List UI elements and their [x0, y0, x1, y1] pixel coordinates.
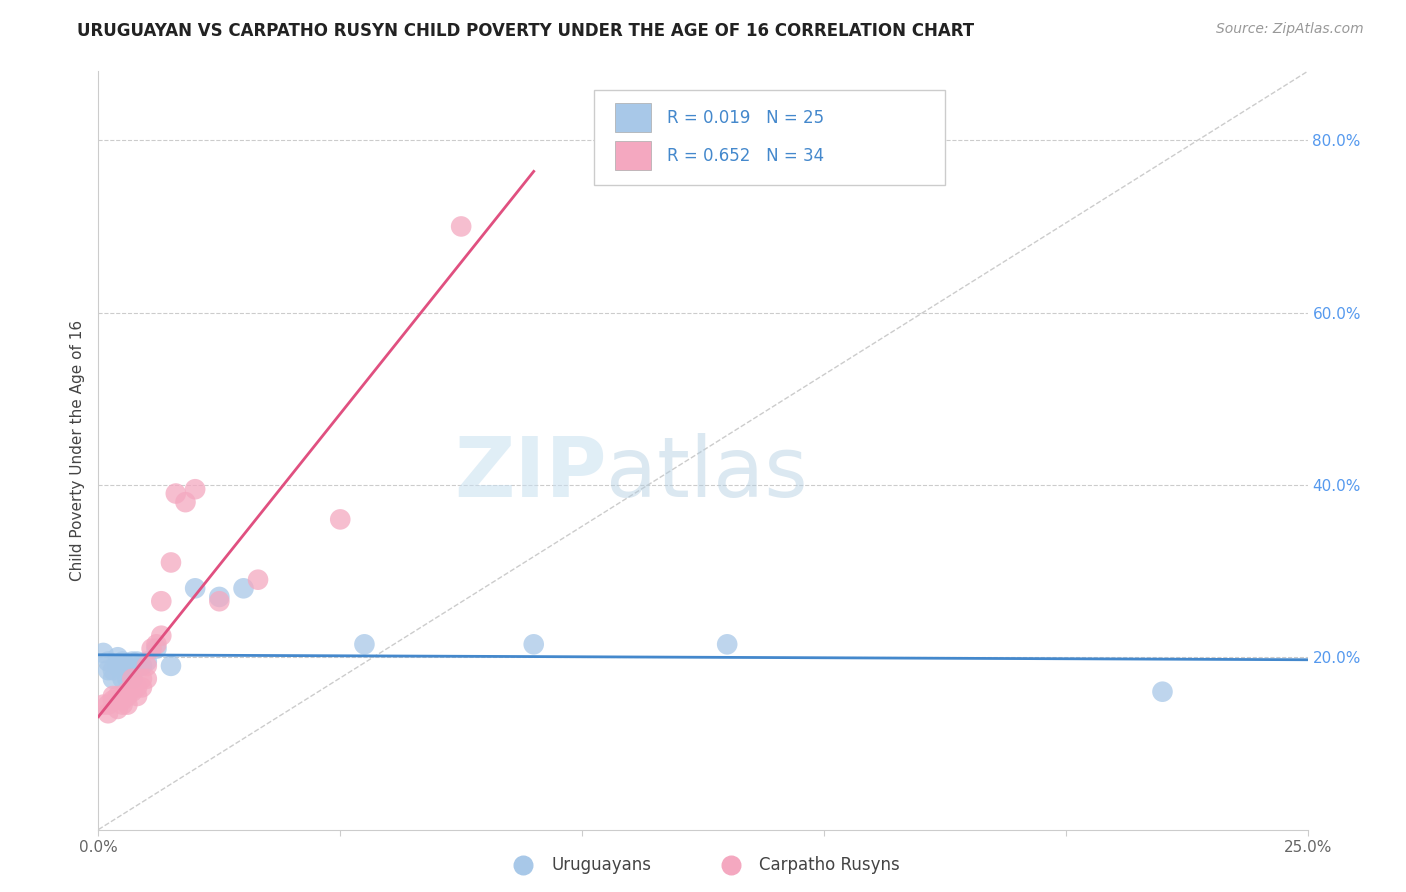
- Point: [160, 658, 183, 673]
- Point: [117, 698, 139, 712]
- Point: [145, 641, 167, 656]
- Point: [247, 573, 270, 587]
- Point: [329, 512, 352, 526]
- Point: [174, 495, 197, 509]
- Point: [97, 655, 120, 669]
- Point: [101, 663, 124, 677]
- Text: atlas: atlas: [606, 433, 808, 514]
- Point: [135, 672, 157, 686]
- Point: [121, 672, 143, 686]
- Point: [165, 486, 187, 500]
- Point: [107, 658, 129, 673]
- Point: [117, 672, 139, 686]
- Point: [232, 582, 254, 596]
- Point: [111, 698, 134, 712]
- Point: [91, 646, 114, 660]
- Point: [97, 706, 120, 721]
- Point: [353, 637, 375, 651]
- Point: [111, 693, 134, 707]
- Point: [101, 693, 124, 707]
- Y-axis label: Child Poverty Under the Age of 16: Child Poverty Under the Age of 16: [69, 320, 84, 581]
- Point: [111, 672, 134, 686]
- Point: [107, 650, 129, 665]
- Point: [523, 637, 546, 651]
- Point: [184, 582, 207, 596]
- Point: [208, 594, 231, 608]
- Point: [117, 684, 139, 698]
- Text: Uruguayans: Uruguayans: [551, 856, 651, 874]
- Point: [111, 655, 134, 669]
- Point: [127, 689, 149, 703]
- Point: [121, 672, 143, 686]
- Point: [716, 637, 738, 651]
- Point: [101, 672, 124, 686]
- Point: [91, 698, 114, 712]
- Point: [107, 702, 129, 716]
- Point: [111, 689, 134, 703]
- Text: R = 0.652   N = 34: R = 0.652 N = 34: [666, 146, 824, 164]
- Bar: [614, 141, 651, 170]
- Point: [117, 658, 139, 673]
- Point: [1152, 684, 1174, 698]
- Text: ZIP: ZIP: [454, 433, 606, 514]
- Point: [131, 681, 153, 695]
- Point: [141, 641, 163, 656]
- Point: [131, 658, 153, 673]
- Point: [150, 594, 173, 608]
- Bar: [614, 103, 651, 132]
- Point: [97, 698, 120, 712]
- Text: Carpatho Rusyns: Carpatho Rusyns: [759, 856, 900, 874]
- Point: [107, 689, 129, 703]
- Point: [184, 482, 207, 496]
- Point: [145, 637, 167, 651]
- Point: [101, 689, 124, 703]
- Text: R = 0.019   N = 25: R = 0.019 N = 25: [666, 109, 824, 127]
- Point: [97, 663, 120, 677]
- Point: [150, 629, 173, 643]
- Point: [131, 672, 153, 686]
- Point: [127, 681, 149, 695]
- Point: [127, 655, 149, 669]
- Point: [117, 689, 139, 703]
- Point: [208, 590, 231, 604]
- FancyBboxPatch shape: [595, 90, 945, 186]
- Point: [450, 219, 472, 234]
- Point: [121, 655, 143, 669]
- Point: [121, 684, 143, 698]
- Text: URUGUAYAN VS CARPATHO RUSYN CHILD POVERTY UNDER THE AGE OF 16 CORRELATION CHART: URUGUAYAN VS CARPATHO RUSYN CHILD POVERT…: [77, 22, 974, 40]
- Point: [135, 658, 157, 673]
- Point: [160, 556, 183, 570]
- Point: [135, 655, 157, 669]
- Text: Source: ZipAtlas.com: Source: ZipAtlas.com: [1216, 22, 1364, 37]
- Point: [121, 681, 143, 695]
